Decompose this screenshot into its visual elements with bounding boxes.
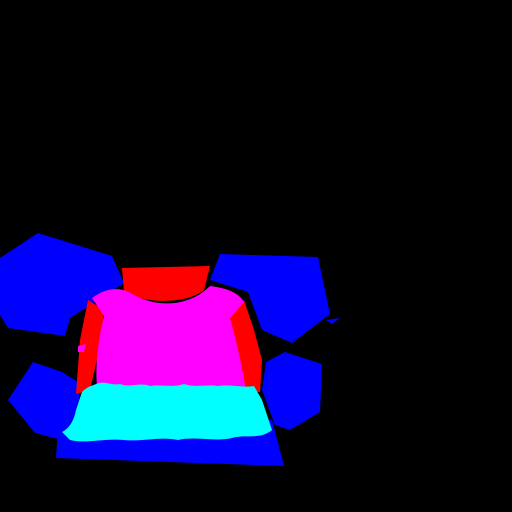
magenta-region-body [92,286,246,394]
blue-region-right-lower [262,352,322,430]
blue-region-right-sliver [326,318,340,324]
cyan-region-band [62,382,272,442]
red-region-right [228,300,262,392]
red-region-top [122,266,210,301]
blue-region-left-lower [8,362,80,440]
red-region-left [76,300,104,394]
blue-region-left-upper [0,233,124,336]
blue-region-right-upper [210,254,330,343]
magenta-region-left-tip [78,344,86,352]
